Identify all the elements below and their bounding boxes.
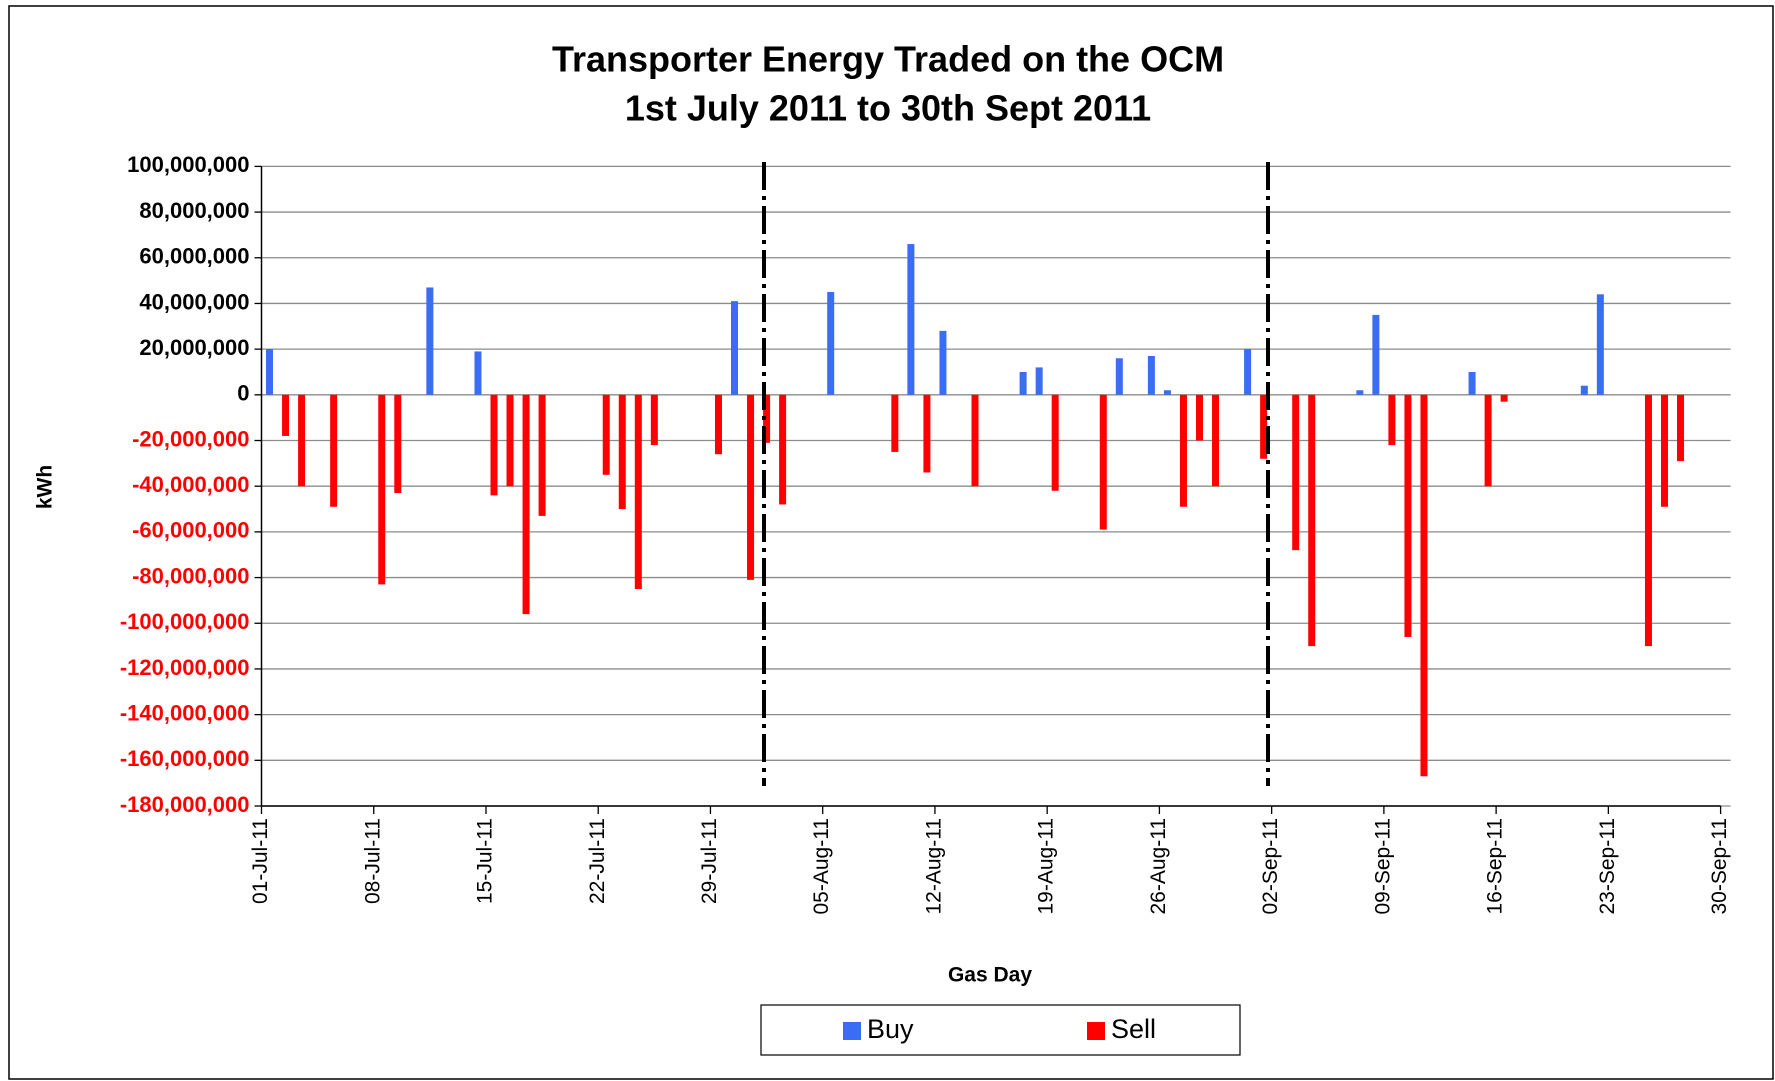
- y-tick-label: -140,000,000: [120, 700, 250, 725]
- bar: [1147, 355, 1155, 395]
- axes: 100,000,000 80,000,000 60,000,000 40,000,00…: [120, 152, 1731, 914]
- bar: [522, 394, 530, 615]
- bar: [747, 394, 755, 580]
- bar: [923, 394, 931, 473]
- bar: [1099, 394, 1107, 530]
- y-tick-label: 100,000,000: [127, 152, 249, 177]
- x-tick-label: 02-Sep-11: [1259, 818, 1282, 915]
- legend-swatch: [843, 1022, 861, 1040]
- x-axis-label: Gas Day: [948, 964, 1032, 987]
- x-tick-label: 15-Jul-11: [474, 818, 497, 904]
- legend-label: Sell: [1111, 1014, 1156, 1044]
- y-tick-label: -80,000,000: [132, 563, 249, 588]
- bar: [1484, 394, 1492, 487]
- bar: [490, 394, 498, 496]
- bar: [1051, 394, 1059, 491]
- bar: [827, 292, 835, 395]
- x-tick-label: 19-Aug-11: [1035, 818, 1058, 915]
- y-tick-label: -120,000,000: [120, 655, 250, 680]
- chart-title: Transporter Energy Traded on the OCM: [552, 39, 1224, 80]
- bar: [1115, 358, 1123, 395]
- x-tick-label: 22-Jul-11: [586, 818, 609, 904]
- bar: [650, 394, 658, 446]
- bar: [1644, 394, 1652, 647]
- x-tick-label: 23-Sep-11: [1596, 818, 1619, 915]
- bar: [1163, 390, 1171, 395]
- x-tick-label: 12-Aug-11: [922, 818, 945, 915]
- y-tick-label: -180,000,000: [120, 792, 250, 817]
- bar: [1468, 371, 1476, 395]
- y-tick-label: 80,000,000: [139, 198, 249, 223]
- bar: [714, 394, 722, 455]
- bar: [538, 394, 546, 516]
- bar: [763, 394, 771, 443]
- legend-box: [760, 1004, 1241, 1056]
- bar: [394, 394, 402, 494]
- bar: [266, 349, 274, 395]
- bar: [506, 394, 514, 487]
- x-tick-label: 01-Jul-11: [249, 818, 272, 904]
- y-tick-label: -20,000,000: [132, 426, 249, 451]
- bar: [282, 394, 290, 436]
- bar: [474, 351, 482, 395]
- y-tick-label: -60,000,000: [132, 518, 249, 543]
- y-tick-label: 0: [237, 381, 249, 406]
- y-tick-label: 60,000,000: [139, 244, 249, 269]
- bar: [1404, 394, 1412, 637]
- y-tick-label: 20,000,000: [139, 335, 249, 360]
- bar: [634, 394, 642, 589]
- bar: [971, 394, 979, 487]
- y-tick-label: -40,000,000: [132, 472, 249, 497]
- bar: [426, 287, 434, 395]
- y-tick-label: -100,000,000: [120, 609, 250, 634]
- x-tick-label: 05-Aug-11: [810, 818, 833, 915]
- bar: [298, 394, 306, 487]
- bar: [1260, 394, 1268, 459]
- bar: [1420, 394, 1428, 777]
- legend-label: Buy: [867, 1014, 914, 1044]
- x-tick-label: 09-Sep-11: [1371, 818, 1394, 915]
- bar: [618, 394, 626, 510]
- bar: [907, 244, 915, 395]
- bar: [1244, 349, 1252, 395]
- bar: [1308, 394, 1316, 647]
- y-tick-label: -160,000,000: [120, 746, 250, 771]
- bar: [1388, 394, 1396, 446]
- bars: [266, 244, 1685, 777]
- bar: [1019, 371, 1027, 395]
- y-axis-label: kWh: [34, 465, 57, 509]
- bar: [1580, 385, 1588, 395]
- bar: [731, 301, 739, 395]
- x-tick-label: 30-Sep-11: [1708, 818, 1731, 915]
- bar: [1292, 394, 1300, 551]
- bar: [1195, 394, 1203, 441]
- chart-frame: [8, 5, 1774, 1080]
- bar: [1356, 390, 1364, 395]
- x-tick-label: 16-Sep-11: [1484, 818, 1507, 915]
- bar: [891, 394, 899, 452]
- bar: [1372, 314, 1380, 395]
- y-tick-label: 40,000,000: [139, 289, 249, 314]
- x-tick-label: 29-Jul-11: [698, 818, 721, 904]
- legend-swatch: [1087, 1022, 1105, 1040]
- bar: [1212, 394, 1220, 487]
- bar: [1596, 294, 1604, 395]
- bar: [1660, 394, 1668, 507]
- bar: [939, 330, 947, 395]
- bar: [378, 394, 386, 585]
- bar: [779, 394, 787, 505]
- x-tick-label: 08-Jul-11: [361, 818, 384, 904]
- x-tick-label: 26-Aug-11: [1147, 818, 1170, 915]
- bar: [330, 394, 338, 507]
- bar: [1179, 394, 1187, 507]
- bar: [1035, 367, 1043, 395]
- bar: [1677, 394, 1685, 462]
- chart-subtitle: 1st July 2011 to 30th Sept 2011: [625, 88, 1151, 129]
- bar: [1500, 394, 1508, 402]
- bar: [602, 394, 610, 475]
